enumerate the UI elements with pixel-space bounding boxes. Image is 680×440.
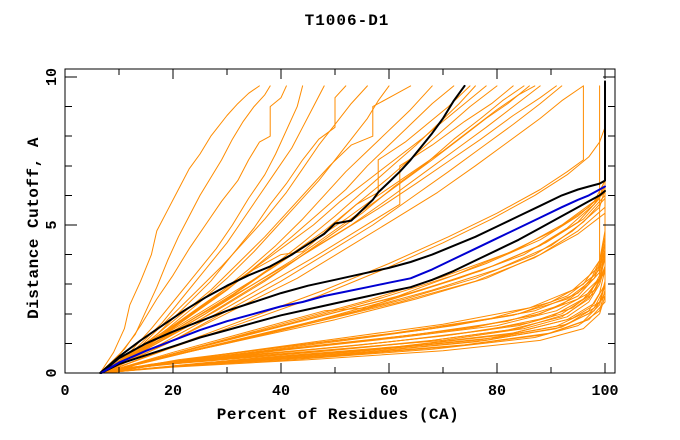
x-tick-label: 80 — [488, 383, 506, 400]
curves-layer — [99, 80, 606, 374]
curve-prediction-02 — [99, 85, 271, 374]
curve-prediction-50 — [102, 183, 606, 374]
curve-prediction-51 — [99, 254, 606, 374]
curve-prediction-48 — [99, 230, 606, 374]
chart-title: T1006-D1 — [305, 12, 390, 30]
curve-blue-curve — [100, 185, 606, 374]
curve-prediction-07 — [102, 85, 368, 374]
x-tick-label: 40 — [272, 383, 290, 400]
plot-border — [64, 68, 616, 374]
curve-prediction-29 — [102, 186, 606, 374]
x-tick-label: 0 — [60, 383, 69, 400]
curve-black-curve-lower — [100, 190, 606, 374]
curve-prediction-16 — [102, 85, 563, 374]
curve-prediction-34 — [102, 112, 606, 374]
curve-prediction-60 — [99, 165, 606, 374]
curve-prediction-31 — [102, 153, 606, 374]
x-tick-label: 100 — [591, 383, 618, 400]
x-tick-label: 20 — [164, 383, 182, 400]
x-tick-label: 60 — [380, 383, 398, 400]
curve-prediction-03 — [99, 85, 287, 374]
curve-prediction-21 — [102, 85, 536, 374]
curve-black-curve-upper — [100, 80, 606, 374]
curve-prediction-27 — [102, 197, 606, 374]
curve-prediction-30 — [102, 212, 606, 374]
curve-prediction-17 — [102, 85, 584, 374]
curve-prediction-11 — [102, 85, 455, 374]
curve-prediction-38 — [102, 150, 606, 374]
y-axis-label: Distance Cutoff, A — [25, 137, 43, 319]
curve-prediction-15 — [102, 85, 541, 374]
curve-prediction-19 — [102, 85, 487, 374]
curve-prediction-06 — [102, 85, 347, 374]
curve-prediction-05 — [102, 85, 325, 374]
curve-prediction-04 — [102, 85, 304, 374]
curve-prediction-47 — [102, 135, 606, 374]
curve-prediction-59 — [102, 260, 606, 374]
axis-layer: 0 20 40 60 80 100 0 5 10 — [44, 68, 619, 400]
y-tick-label: 5 — [44, 220, 61, 229]
curve-prediction-35 — [102, 177, 606, 374]
curve-prediction-40 — [102, 120, 606, 374]
curve-prediction-58 — [99, 129, 606, 374]
curve-black-curve-steep — [99, 84, 466, 374]
curve-prediction-24 — [102, 85, 584, 374]
y-tick-label: 10 — [44, 68, 61, 86]
curve-prediction-10 — [102, 85, 433, 374]
curve-prediction-09 — [102, 85, 412, 374]
curve-prediction-08 — [102, 85, 390, 374]
curve-prediction-23 — [102, 85, 557, 374]
x-axis-label: Percent of Residues (CA) — [217, 406, 459, 424]
curve-prediction-01 — [99, 85, 260, 374]
y-tick-label: 0 — [44, 368, 61, 377]
